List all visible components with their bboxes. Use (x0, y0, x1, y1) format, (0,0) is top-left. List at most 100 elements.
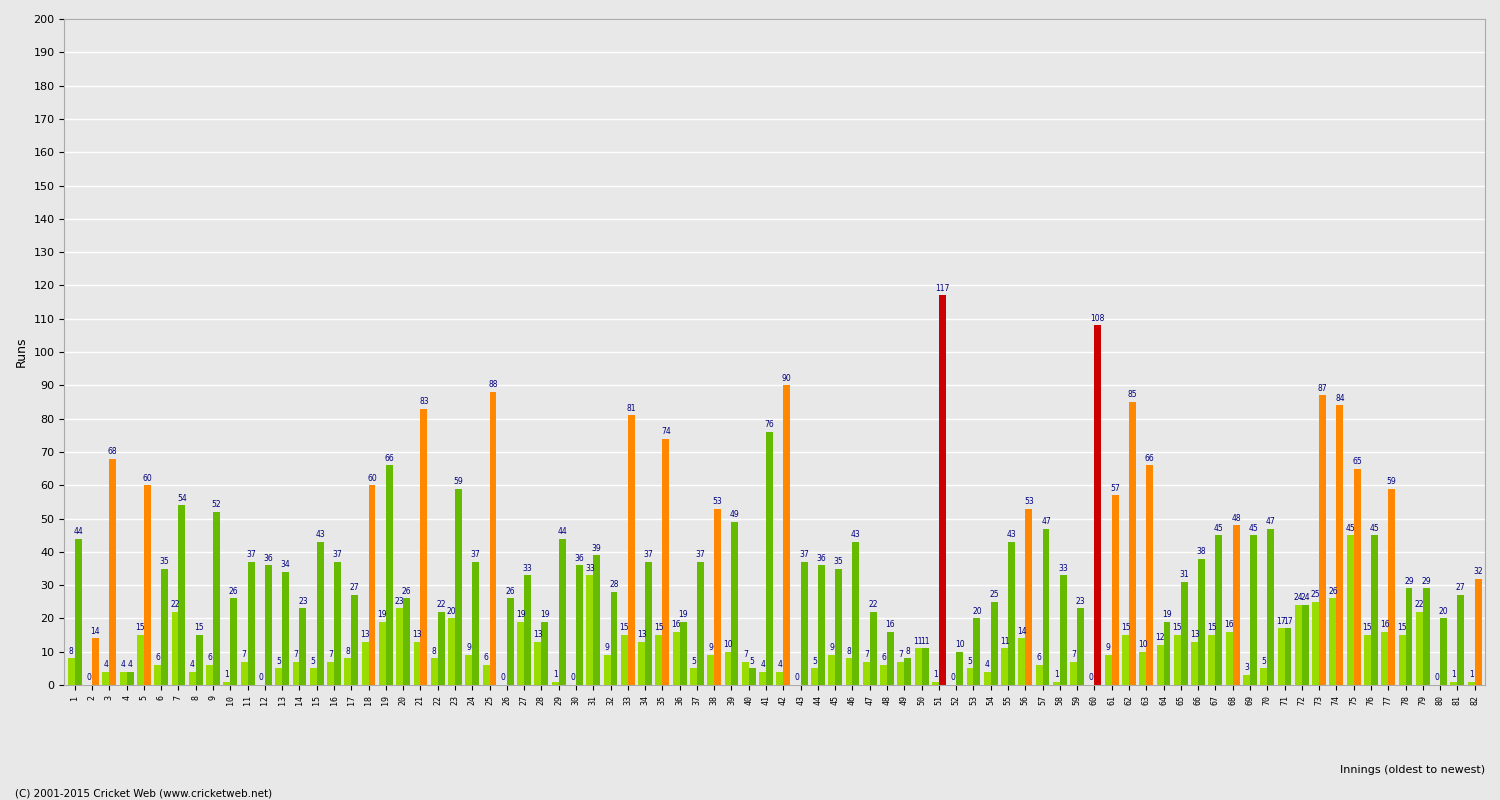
Bar (732, 522, 738, 685)
Bar (1070, 662, 1077, 685)
Text: 83: 83 (419, 397, 429, 406)
Bar (420, 409, 428, 685)
Bar (369, 486, 375, 685)
Text: 117: 117 (934, 284, 950, 293)
Bar (110, 458, 116, 685)
Bar (1406, 589, 1413, 685)
Bar (224, 682, 231, 685)
Bar (1284, 629, 1292, 685)
Text: 26: 26 (402, 587, 411, 596)
Bar (1312, 602, 1318, 685)
Bar (231, 598, 237, 685)
Text: 6: 6 (207, 654, 212, 662)
Bar (1198, 558, 1204, 685)
Bar (362, 642, 369, 685)
Text: 22: 22 (171, 600, 180, 609)
Bar (542, 622, 549, 685)
Bar (663, 438, 669, 685)
Text: 37: 37 (471, 550, 480, 559)
Text: 19: 19 (378, 610, 387, 619)
Text: 66: 66 (384, 454, 394, 462)
Bar (576, 565, 584, 685)
Text: 1: 1 (554, 670, 558, 679)
Text: 87: 87 (1317, 384, 1328, 393)
Text: 36: 36 (816, 554, 827, 562)
Text: 5: 5 (692, 657, 696, 666)
Bar (921, 649, 928, 685)
Bar (465, 655, 472, 685)
Text: 8: 8 (345, 646, 350, 656)
Bar (102, 672, 110, 685)
Bar (1371, 535, 1378, 685)
Bar (274, 669, 282, 685)
Text: 7: 7 (294, 650, 298, 659)
Bar (672, 632, 680, 685)
Bar (454, 489, 462, 685)
Text: 14: 14 (90, 626, 101, 636)
Text: 9: 9 (708, 643, 712, 653)
Text: 16: 16 (885, 620, 896, 629)
Bar (966, 669, 974, 685)
Text: 9: 9 (604, 643, 609, 653)
Bar (610, 592, 618, 685)
Bar (846, 658, 852, 685)
Text: 19: 19 (516, 610, 525, 619)
Bar (1095, 326, 1101, 685)
Text: 0: 0 (951, 674, 956, 682)
Bar (801, 562, 807, 685)
Bar (92, 638, 99, 685)
Bar (812, 669, 818, 685)
Bar (862, 662, 870, 685)
Text: 33: 33 (585, 563, 594, 573)
Bar (1268, 529, 1274, 685)
Text: 11: 11 (921, 637, 930, 646)
Text: 7: 7 (742, 650, 748, 659)
Text: 6: 6 (880, 654, 886, 662)
Text: 12: 12 (1155, 634, 1166, 642)
Bar (396, 609, 404, 685)
Text: 0: 0 (501, 674, 506, 682)
Text: 88: 88 (489, 380, 498, 390)
Text: 15: 15 (620, 623, 628, 633)
Text: 16: 16 (1224, 620, 1234, 629)
Bar (656, 635, 663, 685)
Text: 66: 66 (1144, 454, 1155, 462)
Bar (552, 682, 558, 685)
Text: 22: 22 (436, 600, 445, 609)
Bar (1215, 535, 1222, 685)
Bar (777, 672, 783, 685)
Bar (171, 612, 178, 685)
Bar (1388, 489, 1395, 685)
Text: 35: 35 (834, 557, 843, 566)
Bar (195, 635, 202, 685)
Text: (C) 2001-2015 Cricket Web (www.cricketweb.net): (C) 2001-2015 Cricket Web (www.cricketwe… (15, 788, 272, 798)
Bar (300, 609, 306, 685)
Bar (1336, 406, 1344, 685)
Bar (818, 565, 825, 685)
Text: 43: 43 (850, 530, 861, 539)
Text: 20: 20 (447, 607, 456, 616)
Y-axis label: Runs: Runs (15, 337, 28, 367)
Text: 90: 90 (782, 374, 792, 382)
Bar (714, 509, 722, 685)
Bar (316, 542, 324, 685)
Bar (1000, 649, 1008, 685)
Text: 28: 28 (609, 580, 618, 589)
Bar (1209, 635, 1215, 685)
Bar (915, 649, 921, 685)
Text: 4: 4 (760, 660, 765, 669)
Text: 11: 11 (1000, 637, 1010, 646)
Text: 76: 76 (765, 420, 774, 430)
Bar (404, 598, 410, 685)
Bar (974, 618, 981, 685)
Text: 9: 9 (466, 643, 471, 653)
Bar (310, 669, 316, 685)
Text: 13: 13 (638, 630, 646, 639)
Bar (534, 642, 542, 685)
Text: 22: 22 (1414, 600, 1424, 609)
Text: 4: 4 (986, 660, 990, 669)
Text: 35: 35 (160, 557, 170, 566)
Text: 15: 15 (1362, 623, 1372, 633)
X-axis label: Innings (oldest to newest): Innings (oldest to newest) (1340, 765, 1485, 775)
Text: 24: 24 (1293, 594, 1304, 602)
